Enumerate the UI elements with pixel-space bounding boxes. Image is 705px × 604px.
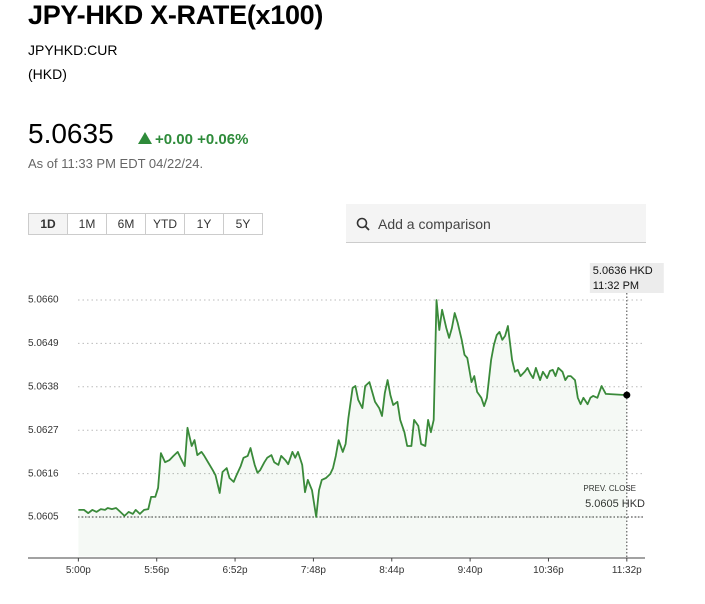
x-tick-label: 5:00p — [66, 565, 91, 576]
x-tick-label: 6:52p — [223, 565, 248, 576]
symbol: JPYHKD:CUR — [28, 42, 118, 58]
search-placeholder: Add a comparison — [378, 216, 491, 232]
range-button[interactable]: 5Y — [223, 213, 263, 235]
search-icon — [356, 217, 370, 231]
x-tick-label: 11:32p — [612, 565, 642, 576]
y-tick-label: 5.0638 — [28, 381, 59, 392]
y-tick-label: 5.0660 — [28, 295, 59, 306]
price-line — [78, 299, 627, 518]
change-text: +0.00 +0.06% — [155, 131, 249, 148]
area-fill — [78, 300, 627, 557]
title: JPY-HKD X-RATE(x100) — [28, 0, 324, 30]
up-arrow — [138, 132, 152, 144]
range-buttons: 1D 1M 6M YTD 1Y 5Y — [28, 213, 263, 235]
price: 5.0635 — [28, 118, 114, 149]
prev-close-title: PREV. CLOSE — [583, 484, 636, 493]
tooltip-value: 5.0636 HKD — [593, 265, 653, 277]
search-box[interactable]: Add a comparison — [346, 204, 646, 243]
as-of: As of 11:33 PM EDT 04/22/24. — [28, 156, 204, 171]
x-tick-label: 5:56p — [144, 565, 169, 576]
last-point — [623, 391, 631, 399]
tooltip-time: 11:32 PM — [593, 280, 639, 292]
y-tick-label: 5.0605 — [28, 512, 59, 523]
tooltip-box — [589, 263, 664, 293]
y-tick-label: 5.0649 — [28, 338, 59, 349]
x-tick-label: 7:48p — [301, 565, 326, 576]
x-tick-label: 10:36p — [533, 565, 564, 576]
change: +0.00 +0.06% — [138, 131, 248, 148]
x-tick-label: 8:44p — [379, 565, 404, 576]
y-tick-label: 5.0616 — [28, 468, 59, 479]
y-tick-label: 5.0627 — [28, 425, 59, 436]
prev-close-label: 5.0605 HKD — [585, 498, 645, 510]
currency: (HKD) — [28, 66, 67, 82]
x-tick-label: 9:40p — [458, 565, 483, 576]
